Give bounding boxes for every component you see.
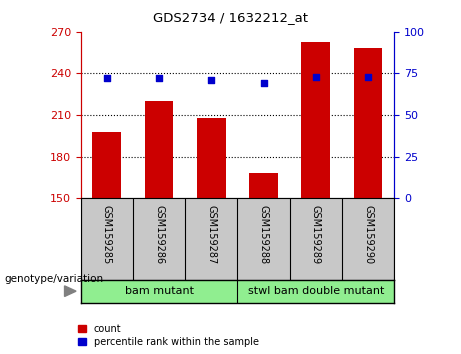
Text: GSM159285: GSM159285 [102,205,112,264]
Point [364,74,372,80]
Text: bam mutant: bam mutant [124,286,194,296]
Text: GSM159286: GSM159286 [154,205,164,264]
Text: stwl bam double mutant: stwl bam double mutant [248,286,384,296]
Bar [249,173,278,198]
Bar [145,101,173,198]
Text: GSM159289: GSM159289 [311,205,321,264]
Text: GSM159287: GSM159287 [206,205,216,264]
Text: GDS2734 / 1632212_at: GDS2734 / 1632212_at [153,11,308,24]
Text: GSM159290: GSM159290 [363,205,373,264]
Bar [197,118,226,198]
Point [155,76,163,81]
Legend: count, percentile rank within the sample: count, percentile rank within the sample [77,322,261,349]
Bar [301,41,330,198]
Bar [92,132,121,198]
Text: genotype/variation: genotype/variation [5,274,104,284]
Point [103,76,111,81]
Bar [354,48,382,198]
Point [207,77,215,83]
Point [312,74,319,80]
Point [260,81,267,86]
Text: GSM159288: GSM159288 [259,205,269,264]
